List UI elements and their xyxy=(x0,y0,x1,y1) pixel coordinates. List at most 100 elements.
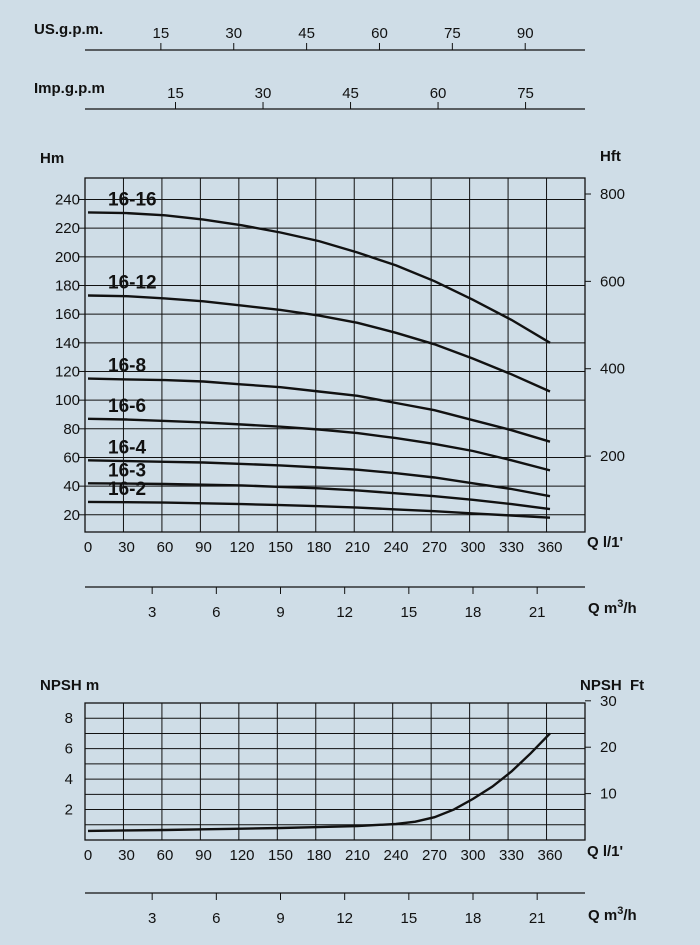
head-x-tick-label: 210 xyxy=(345,539,370,556)
head-x-tick-label: 180 xyxy=(306,539,331,556)
npsh-x-tick-label: 90 xyxy=(195,847,212,864)
head-y-right-axis-label: Hft xyxy=(600,148,621,165)
head-x-tick-label: 30 xyxy=(118,539,135,556)
npsh-x-tick-label: 180 xyxy=(306,847,331,864)
curve-label-16-3: 16-3 xyxy=(108,460,146,481)
npsh-y-tick-label: 8 xyxy=(65,710,73,727)
head-x-tick-label: 300 xyxy=(460,539,485,556)
head-chart: Hm Hft Q l/1' 20 40 60 80 100 120 140 160 180 200… xyxy=(40,148,625,556)
us-gpm-tick-label: 60 xyxy=(371,25,388,42)
npsh-y-tick-label: 4 xyxy=(65,771,73,788)
head-y-tick-label: 120 xyxy=(55,363,80,380)
head-y-tick-label: 20 xyxy=(63,507,80,524)
m3h-label-top: Q m3/h xyxy=(588,598,637,617)
npsh-y-axis-label: NPSH m xyxy=(40,677,99,694)
m3h-scale-bottom: 3 6 9 12 15 18 21 Q m3/h xyxy=(85,892,637,927)
npsh-y-right-axis-label: NPSH Ft xyxy=(580,677,644,694)
head-curve-16-8 xyxy=(87,377,551,443)
m3h-bottom-tick-label: 21 xyxy=(529,910,546,927)
npsh-x-tick-label: 150 xyxy=(268,847,293,864)
npsh-y-right-tick-label: 10 xyxy=(600,786,617,803)
imp-gpm-tick-label: 30 xyxy=(255,85,272,102)
head-curve-16-16 xyxy=(87,211,551,344)
head-x-tick-label: 270 xyxy=(422,539,447,556)
head-x-tick-label: 150 xyxy=(268,539,293,556)
head-y-tick-label: 60 xyxy=(63,449,80,466)
npsh-x-axis-label: Q l/1' xyxy=(587,843,623,860)
npsh-y-tick-label: 6 xyxy=(65,741,73,758)
curve-label-16-8: 16-8 xyxy=(108,356,146,377)
head-y-tick-label: 220 xyxy=(55,220,80,237)
head-x-tick-label: 330 xyxy=(499,539,524,556)
head-x-tick-label: 240 xyxy=(383,539,408,556)
head-y-tick-label: 140 xyxy=(55,335,80,352)
npsh-x-tick-label: 120 xyxy=(229,847,254,864)
us-gpm-label: US.g.p.m. xyxy=(34,21,103,38)
head-y-tick-label: 180 xyxy=(55,277,80,294)
imp-gpm-tick-label: 45 xyxy=(342,85,359,102)
npsh-x-tick-label: 360 xyxy=(537,847,562,864)
m3h-scale-top: 3 6 9 12 15 18 21 Q m3/h xyxy=(85,586,637,621)
npsh-x-tick-label: 210 xyxy=(345,847,370,864)
head-y-tick-label: 160 xyxy=(55,306,80,323)
m3h-top-tick-label: 3 xyxy=(148,604,156,621)
m3h-top-tick-label: 21 xyxy=(529,604,546,621)
npsh-y-tick-label: 2 xyxy=(65,802,73,819)
imp-gpm-tick-label: 60 xyxy=(430,85,447,102)
head-x-tick-label: 360 xyxy=(537,539,562,556)
m3h-bottom-tick-label: 15 xyxy=(400,910,417,927)
head-y-tick-label: 200 xyxy=(55,249,80,266)
head-y-right-tick-label: 600 xyxy=(600,273,625,290)
imp-gpm-scale: Imp.g.p.m 15 30 45 60 75 xyxy=(34,80,585,110)
m3h-top-tick-label: 15 xyxy=(400,604,417,621)
us-gpm-tick-label: 15 xyxy=(153,25,170,42)
m3h-top-tick-label: 9 xyxy=(276,604,284,621)
us-gpm-tick-label: 45 xyxy=(298,25,315,42)
head-curve-16-2 xyxy=(87,500,551,519)
head-y-tick-label: 100 xyxy=(55,392,80,409)
m3h-top-tick-label: 6 xyxy=(212,604,220,621)
curve-label-16-2: 16-2 xyxy=(108,479,146,500)
us-gpm-tick-label: 75 xyxy=(444,25,461,42)
head-y-tick-label: 40 xyxy=(63,478,80,495)
m3h-bottom-tick-label: 9 xyxy=(276,910,284,927)
m3h-bottom-tick-label: 6 xyxy=(212,910,220,927)
head-x-tick-label: 90 xyxy=(195,539,212,556)
imp-gpm-tick-label: 15 xyxy=(167,85,184,102)
m3h-bottom-tick-label: 18 xyxy=(465,910,482,927)
m3h-label-bottom: Q m3/h xyxy=(588,905,637,924)
m3h-bottom-tick-label: 12 xyxy=(336,910,353,927)
us-gpm-scale: US.g.p.m. 15 30 45 60 75 90 xyxy=(34,21,585,51)
head-curve-16-6 xyxy=(87,417,551,472)
head-y-axis-label: Hm xyxy=(40,150,64,167)
head-y-tick-label: 80 xyxy=(63,421,80,438)
npsh-y-right-tick-label: 20 xyxy=(600,739,617,756)
imp-gpm-tick-label: 75 xyxy=(517,85,534,102)
curve-label-16-6: 16-6 xyxy=(108,396,146,417)
head-curve-16-4 xyxy=(87,459,551,498)
npsh-chart: NPSH m NPSH Ft Q l/1' 2 4 6 8 10 20 30 0 30 60 9… xyxy=(40,677,644,864)
head-y-right-tick-label: 400 xyxy=(600,361,625,378)
npsh-y-right-tick-label: 30 xyxy=(600,693,617,710)
npsh-x-tick-label: 30 xyxy=(118,847,135,864)
m3h-top-tick-label: 18 xyxy=(465,604,482,621)
m3h-top-tick-label: 12 xyxy=(336,604,353,621)
head-y-right-tick-label: 800 xyxy=(600,186,625,203)
us-gpm-tick-label: 30 xyxy=(225,25,242,42)
head-curve-16-3 xyxy=(87,482,551,511)
head-y-right-tick-label: 200 xyxy=(600,448,625,465)
curve-label-16-12: 16-12 xyxy=(108,273,157,294)
npsh-x-tick-label: 240 xyxy=(383,847,408,864)
npsh-plot-frame xyxy=(84,702,586,841)
head-y-tick-label: 240 xyxy=(55,191,80,208)
npsh-curve xyxy=(87,732,551,833)
curve-label-16-4: 16-4 xyxy=(108,437,146,458)
us-gpm-tick-label: 90 xyxy=(517,25,534,42)
npsh-x-tick-label: 300 xyxy=(460,847,485,864)
head-x-tick-label: 120 xyxy=(229,539,254,556)
curve-label-16-16: 16-16 xyxy=(108,189,157,210)
head-x-tick-label: 60 xyxy=(157,539,174,556)
npsh-x-tick-label: 60 xyxy=(157,847,174,864)
m3h-bottom-tick-label: 3 xyxy=(148,910,156,927)
